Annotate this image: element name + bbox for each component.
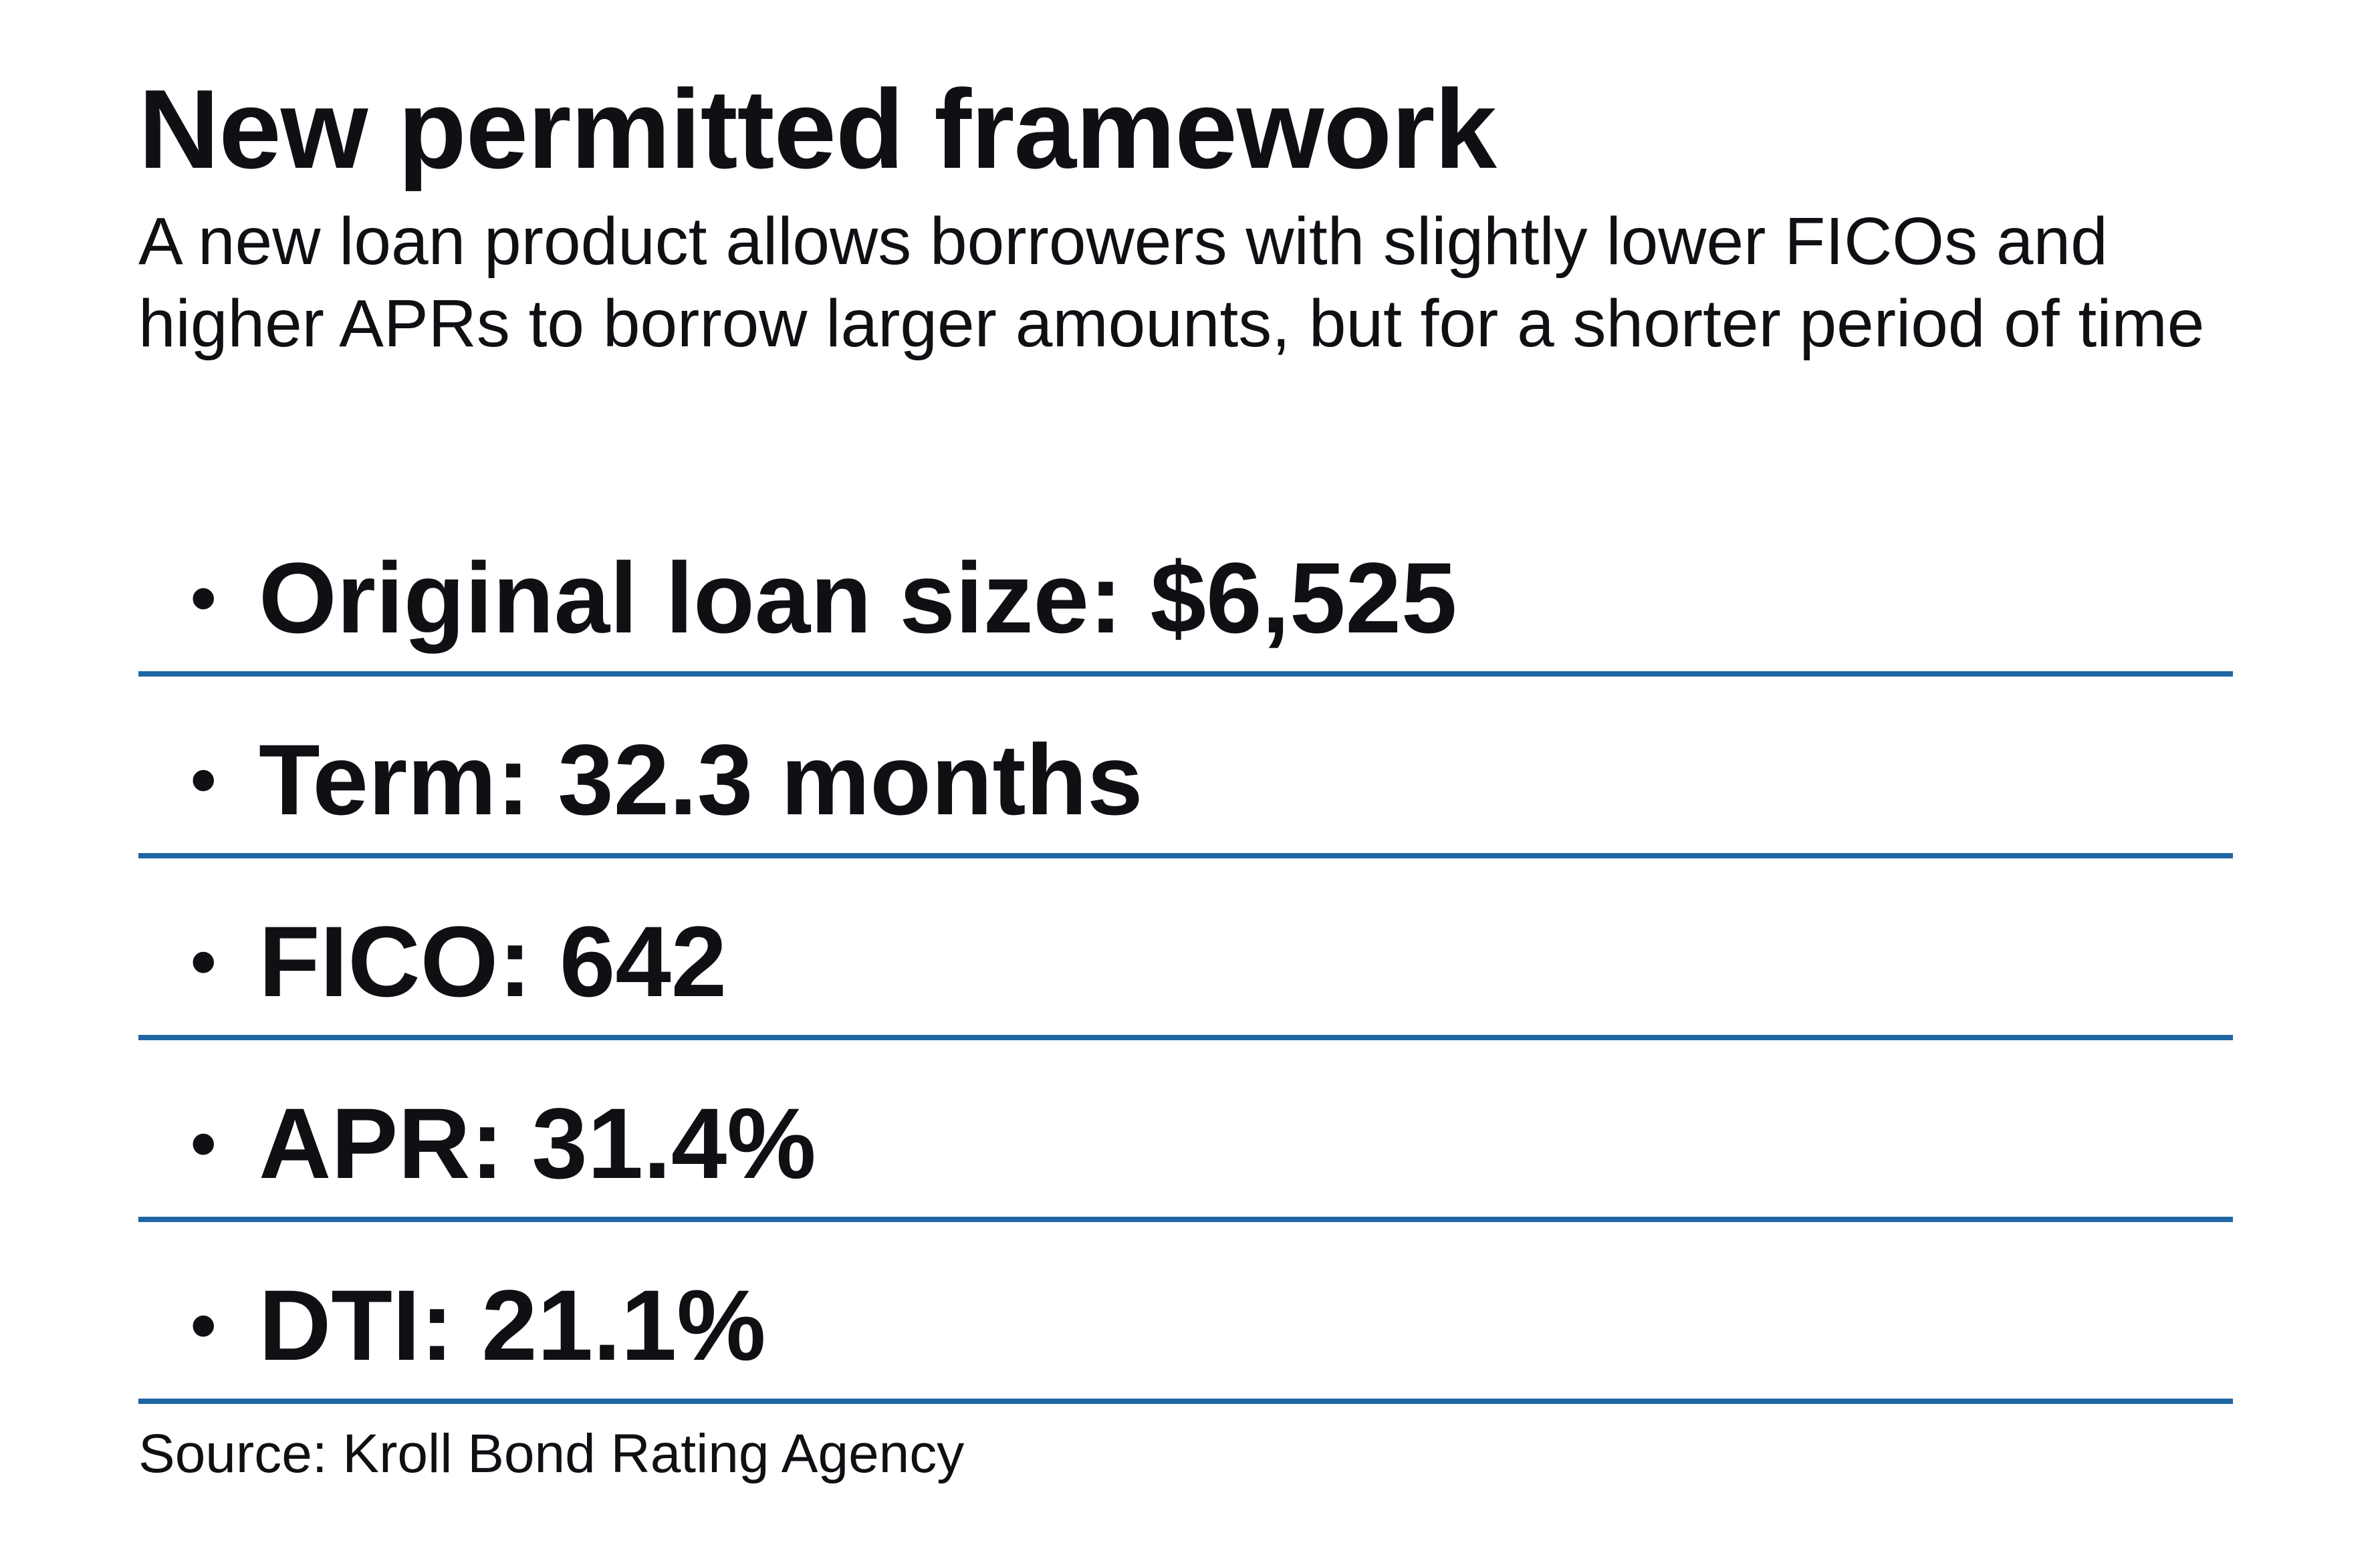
stat-item-loan-size: • Original loan size: $6,525	[138, 495, 2233, 677]
stats-list: • Original loan size: $6,525 • Term: 32.…	[138, 495, 2233, 1404]
subtitle: A new loan product allows borrowers with…	[138, 204, 2205, 361]
stat-item-dti: • DTI: 21.1%	[138, 1222, 2233, 1404]
divider	[138, 671, 2233, 677]
divider	[138, 1035, 2233, 1040]
bullet-icon: •	[191, 557, 217, 639]
stat-label: Original loan size: $6,525	[259, 542, 1457, 654]
divider	[138, 1399, 2233, 1404]
stat-item-apr: • APR: 31.4%	[138, 1040, 2233, 1222]
stat-item-term: • Term: 32.3 months	[138, 677, 2233, 858]
bullet-icon: •	[191, 1284, 217, 1366]
stat-label: FICO: 642	[259, 905, 727, 1018]
stat-label: DTI: 21.1%	[259, 1269, 766, 1381]
divider	[138, 1217, 2233, 1222]
bullet-icon: •	[191, 1102, 217, 1185]
stat-item-fico: • FICO: 642	[138, 858, 2233, 1040]
page-title: New permitted framework	[138, 66, 1497, 192]
divider	[138, 853, 2233, 858]
stat-label: Term: 32.3 months	[259, 723, 1143, 836]
bullet-icon: •	[191, 739, 217, 821]
stat-label: APR: 31.4%	[259, 1087, 816, 1199]
bullet-icon: •	[191, 921, 217, 1003]
source-note: Source: Kroll Bond Rating Agency	[138, 1423, 965, 1484]
